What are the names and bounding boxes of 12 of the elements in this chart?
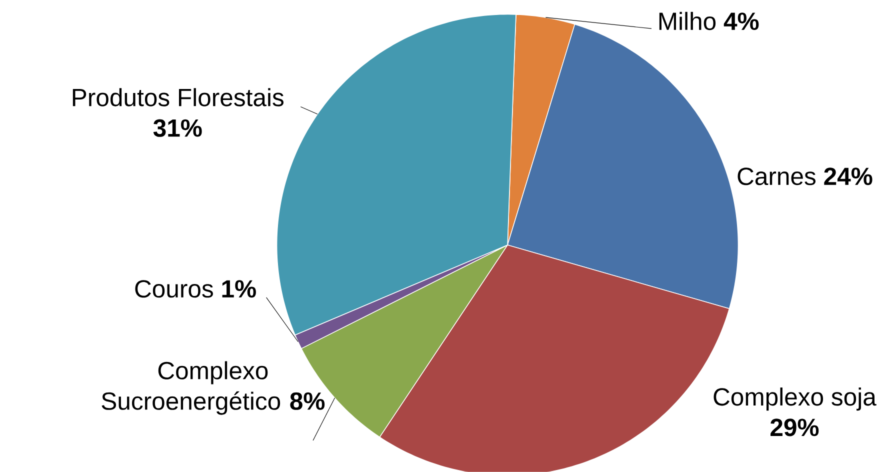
- slice-label: Produtos Florestais: [72, 88, 284, 106]
- slice-label: Milho: [659, 12, 716, 30]
- data-label: 4%: [724, 12, 759, 30]
- slice-label: Carnes: [738, 168, 816, 186]
- data-label: 24%: [824, 168, 872, 186]
- data-label: 29%: [770, 418, 819, 436]
- slice-label: Complexo Sucroenergético: [102, 361, 280, 415]
- data-label: 1%: [222, 280, 256, 298]
- data-label: 8%: [290, 392, 325, 410]
- data-label: 31%: [153, 119, 202, 137]
- slice-label: Couros: [135, 280, 213, 298]
- slice-label: Complexo soja: [714, 388, 876, 411]
